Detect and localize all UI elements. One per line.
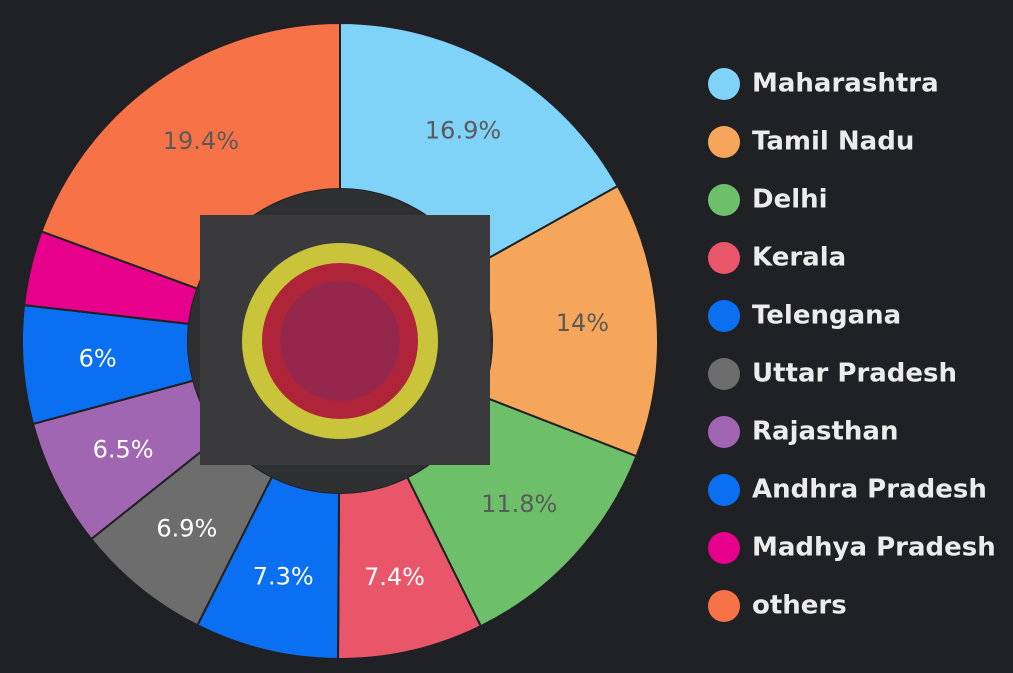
legend-swatch [708,532,740,564]
value-label: 6.5% [93,436,154,464]
legend-label: Tamil Nadu [752,127,914,157]
legend-swatch [708,68,740,100]
legend-label: Rajasthan [752,417,899,447]
legend-swatch [708,184,740,216]
legend-label: others [752,591,847,621]
legend-swatch [708,590,740,622]
chart: 16.9% 14% 11.8% 7.4% 7.3% 6.9% 6.5% 6% 19.4% Mah… [0,0,1013,669]
legend-swatch [708,358,740,390]
center-image [188,189,492,493]
legend-label: Uttar Pradesh [752,359,957,389]
legend-label: Andhra Pradesh [752,475,987,505]
legend-swatch [708,416,740,448]
legend-swatch [708,474,740,506]
value-label: 6% [79,344,117,372]
value-label: 19.4% [163,127,239,155]
value-label: 16.9% [425,116,501,144]
value-label: 14% [556,309,609,337]
legend-label: Telengana [752,301,901,331]
value-label: 7.3% [253,562,314,590]
legend-label: Madhya Pradesh [752,533,996,563]
value-label: 7.4% [364,563,425,591]
value-label: 6.9% [156,515,217,543]
value-label: 11.8% [481,490,557,518]
legend-swatch [708,242,740,274]
legend-swatch [708,126,740,158]
legend-label: Delhi [752,185,828,215]
legend-swatch [708,300,740,332]
legend-label: Kerala [752,243,846,273]
legend-label: Maharashtra [752,69,939,99]
